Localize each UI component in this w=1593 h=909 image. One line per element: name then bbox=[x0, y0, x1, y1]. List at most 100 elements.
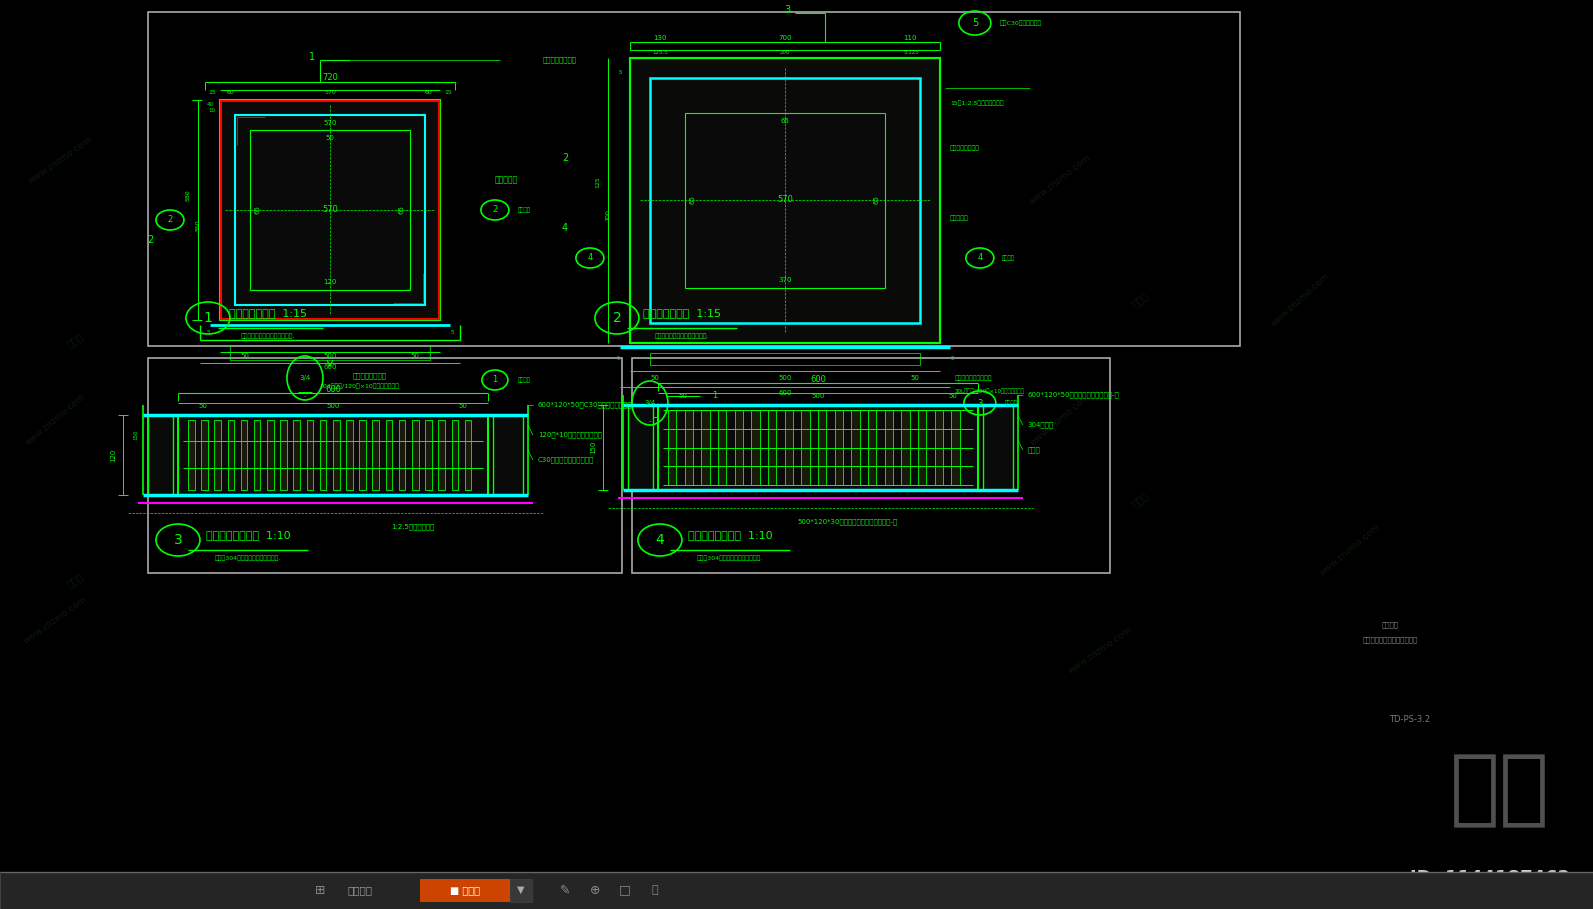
Point bbox=[642, 54, 667, 68]
Point bbox=[725, 312, 750, 326]
Point bbox=[723, 127, 749, 142]
Point bbox=[335, 226, 360, 241]
Point bbox=[495, 421, 521, 435]
Point bbox=[618, 401, 644, 415]
Point bbox=[492, 416, 518, 431]
Point bbox=[820, 165, 846, 179]
Bar bbox=[306, 420, 314, 490]
Point bbox=[682, 184, 707, 198]
Point bbox=[669, 132, 695, 146]
Point bbox=[903, 241, 929, 255]
Point bbox=[363, 461, 389, 475]
Point bbox=[715, 245, 741, 260]
Point bbox=[730, 60, 755, 75]
Point bbox=[644, 125, 669, 140]
Point bbox=[769, 227, 795, 242]
Point bbox=[411, 115, 436, 130]
Point bbox=[486, 456, 511, 471]
Point bbox=[863, 258, 889, 273]
Point bbox=[656, 111, 682, 125]
Text: 3: 3 bbox=[784, 5, 790, 15]
Point bbox=[494, 420, 519, 435]
Point bbox=[628, 448, 653, 463]
Point bbox=[400, 276, 425, 291]
Point bbox=[241, 235, 266, 250]
Point bbox=[749, 480, 774, 494]
Point bbox=[282, 225, 307, 239]
Point bbox=[505, 457, 530, 472]
Point bbox=[250, 153, 276, 167]
Point bbox=[693, 219, 718, 234]
Point bbox=[245, 147, 271, 162]
Point bbox=[350, 221, 376, 235]
Point bbox=[905, 449, 930, 464]
Point bbox=[696, 190, 722, 205]
Point bbox=[812, 174, 838, 188]
Point bbox=[284, 133, 309, 147]
Point bbox=[825, 129, 851, 144]
Point bbox=[213, 106, 239, 121]
Point bbox=[809, 263, 835, 277]
Text: 2: 2 bbox=[562, 153, 569, 163]
Bar bbox=[373, 420, 379, 490]
Point bbox=[820, 176, 846, 191]
Point bbox=[628, 424, 653, 438]
Point bbox=[658, 194, 683, 208]
Point bbox=[341, 149, 366, 164]
Text: 304不锈钢: 304不锈钢 bbox=[1027, 422, 1055, 428]
Point bbox=[387, 183, 413, 197]
Point bbox=[742, 56, 768, 71]
Point bbox=[491, 440, 516, 454]
Point bbox=[774, 150, 800, 165]
Point bbox=[926, 94, 951, 108]
Point bbox=[741, 105, 766, 120]
Point bbox=[803, 238, 828, 253]
Point bbox=[796, 195, 822, 210]
Point bbox=[323, 140, 349, 155]
Point bbox=[827, 169, 852, 184]
Point bbox=[632, 245, 658, 260]
Point bbox=[738, 280, 763, 295]
Point bbox=[623, 303, 648, 317]
Point bbox=[699, 101, 725, 115]
Point bbox=[804, 200, 830, 215]
Point bbox=[822, 148, 847, 163]
Point bbox=[217, 240, 242, 255]
Point bbox=[225, 260, 250, 275]
Point bbox=[792, 245, 817, 260]
Point bbox=[652, 425, 677, 440]
Point bbox=[500, 435, 526, 450]
Point bbox=[795, 126, 820, 141]
Point bbox=[242, 291, 268, 305]
Point bbox=[139, 436, 164, 451]
Point bbox=[900, 137, 926, 152]
Text: www.znzmo.com: www.znzmo.com bbox=[368, 423, 432, 478]
Point bbox=[996, 460, 1021, 474]
Point bbox=[320, 206, 346, 221]
Point bbox=[311, 166, 336, 181]
Point bbox=[897, 170, 922, 185]
Point bbox=[212, 115, 237, 130]
Point bbox=[956, 427, 981, 442]
Point bbox=[841, 315, 867, 330]
Point bbox=[621, 464, 647, 478]
Point bbox=[634, 215, 660, 229]
Point bbox=[628, 400, 653, 415]
Point bbox=[309, 229, 335, 244]
Point bbox=[139, 411, 164, 425]
Point bbox=[341, 102, 366, 116]
Point bbox=[679, 290, 704, 305]
Point bbox=[701, 137, 726, 152]
Point bbox=[303, 228, 328, 243]
Point bbox=[486, 479, 511, 494]
Text: 前可方位: 前可方位 bbox=[1005, 400, 1018, 405]
Point bbox=[639, 132, 664, 146]
Point bbox=[247, 106, 272, 121]
Point bbox=[723, 178, 749, 193]
Point bbox=[284, 291, 309, 305]
Point bbox=[680, 201, 706, 215]
Point bbox=[417, 455, 443, 470]
Point bbox=[691, 277, 717, 292]
Point bbox=[295, 230, 320, 245]
Point bbox=[339, 202, 365, 216]
